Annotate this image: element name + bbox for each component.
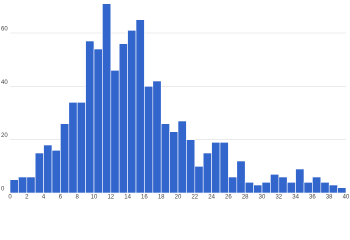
x-tick-label: 8 (76, 195, 80, 200)
x-tick-label: 12 (107, 195, 114, 200)
bar (26, 176, 36, 194)
x-tick-label: 20 (175, 195, 182, 200)
bar (177, 120, 187, 194)
x-tick-label: 40 (343, 195, 350, 200)
bar (93, 48, 103, 194)
bar (337, 187, 347, 194)
bar (43, 144, 53, 194)
bar (118, 43, 128, 194)
x-tick-label: 14 (124, 195, 131, 200)
bar (102, 3, 112, 194)
bar (60, 123, 70, 194)
bar (152, 80, 162, 194)
x-tick-label: 4 (42, 195, 46, 200)
x-tick-label: 30 (259, 195, 266, 200)
x-tick-label: 34 (292, 195, 299, 200)
bar (312, 176, 322, 194)
bar (211, 142, 221, 194)
bar (18, 176, 28, 194)
x-tick-label: 32 (275, 195, 282, 200)
bar (194, 166, 204, 194)
bar (270, 174, 280, 194)
bar (160, 123, 170, 194)
page: {"chart_data": {"type": "histogram", "bi… (1, 3, 350, 200)
bar (253, 184, 263, 194)
x-tick-label: 2 (25, 195, 29, 200)
bar (303, 182, 313, 194)
bar (219, 142, 229, 194)
x-tick-label: 36 (309, 195, 316, 200)
bar (9, 179, 19, 194)
bar (110, 70, 120, 194)
bar (135, 19, 145, 194)
bar (236, 160, 246, 194)
y-tick-label: 20 (1, 133, 8, 139)
x-tick-label: 10 (91, 195, 98, 200)
x-tick-label: 16 (141, 195, 148, 200)
bar (186, 139, 196, 194)
x-tick-label: 24 (208, 195, 215, 200)
bar (76, 102, 86, 194)
x-tick-label: 22 (191, 195, 198, 200)
bar (244, 182, 254, 194)
bar (286, 182, 296, 194)
bar (51, 150, 61, 194)
x-tick-label: 6 (59, 195, 63, 200)
bar (328, 184, 338, 194)
bar (169, 131, 179, 194)
x-tick-label: 28 (242, 195, 249, 200)
x-tick-label: 26 (225, 195, 232, 200)
bar (278, 176, 288, 194)
x-tick-label: 18 (158, 195, 165, 200)
x-tick-label: 38 (326, 195, 333, 200)
bar (202, 152, 212, 194)
bar (320, 182, 330, 194)
bar (295, 168, 305, 194)
y-tick-label: 0 (1, 187, 5, 193)
y-tick-label: 40 (1, 80, 8, 86)
bar (68, 102, 78, 194)
bar (34, 152, 44, 194)
bar (228, 176, 238, 194)
bar (127, 30, 137, 194)
bar (144, 86, 154, 194)
bar (85, 40, 95, 194)
x-tick-label: 0 (8, 195, 12, 200)
bar (261, 182, 271, 194)
y-tick-label: 60 (1, 27, 8, 33)
